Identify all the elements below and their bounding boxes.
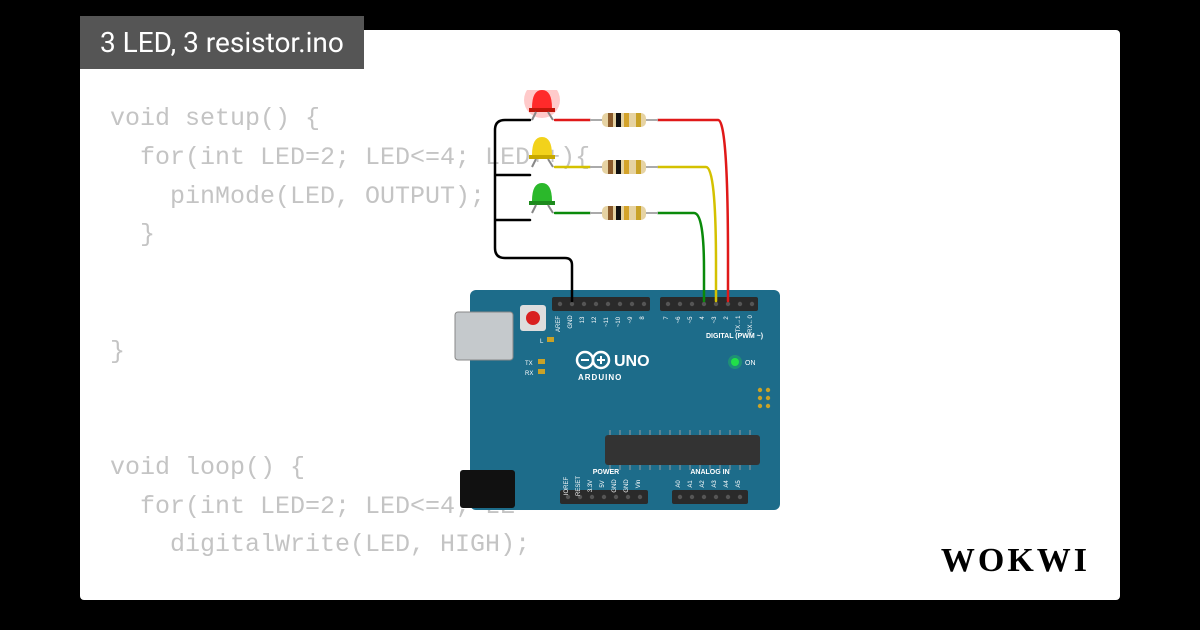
svg-text:~6: ~6	[676, 316, 682, 324]
svg-text:TX: TX	[525, 361, 533, 367]
svg-text:12: 12	[592, 316, 598, 323]
svg-text:POWER: POWER	[593, 469, 619, 476]
svg-text:~3: ~3	[712, 316, 718, 324]
resistor-green	[590, 206, 658, 220]
svg-text:RX: RX	[525, 371, 533, 377]
svg-text:GND: GND	[624, 479, 630, 493]
svg-text:ARDUINO: ARDUINO	[578, 373, 622, 382]
svg-text:GND: GND	[612, 479, 618, 493]
reset-button[interactable]	[520, 305, 546, 331]
svg-text:13: 13	[580, 316, 586, 323]
file-title: 3 LED, 3 resistor.ino	[80, 16, 364, 69]
svg-text:ANALOG IN: ANALOG IN	[690, 469, 729, 476]
svg-text:~11: ~11	[604, 316, 610, 326]
svg-text:RESET: RESET	[576, 476, 582, 496]
svg-text:A0: A0	[676, 480, 682, 488]
svg-text:A3: A3	[712, 480, 718, 488]
svg-text:~10: ~10	[616, 316, 622, 327]
svg-text:UNO: UNO	[614, 353, 650, 370]
led-yellow	[529, 137, 555, 167]
svg-text:~5: ~5	[688, 316, 694, 324]
resistor-yellow	[590, 160, 658, 174]
svg-text:DIGITAL (PWM ~): DIGITAL (PWM ~)	[706, 333, 763, 340]
resistor-red	[590, 113, 658, 127]
svg-text:TX→1: TX→1	[736, 315, 742, 333]
svg-text:~9: ~9	[628, 316, 634, 324]
led-green	[529, 183, 555, 213]
svg-text:RX←0: RX←0	[748, 315, 754, 333]
svg-text:3.3V: 3.3V	[588, 480, 594, 492]
circuit-diagram: AREF GND 13 12 ~11 ~10 ~9 8 7 ~6 ~5 4 ~3…	[410, 90, 830, 530]
arduino-uno: AREF GND 13 12 ~11 ~10 ~9 8 7 ~6 ~5 4 ~3…	[455, 290, 780, 510]
svg-text:AREF: AREF	[556, 316, 562, 332]
svg-text:A1: A1	[688, 480, 694, 488]
svg-text:Vin: Vin	[636, 480, 642, 489]
svg-text:5V: 5V	[600, 480, 606, 487]
svg-text:GND: GND	[568, 315, 574, 329]
svg-text:A5: A5	[736, 480, 742, 488]
brand-logo: WOKWI	[941, 542, 1090, 580]
svg-text:A2: A2	[700, 480, 706, 488]
svg-text:A4: A4	[724, 480, 730, 488]
svg-text:ON: ON	[745, 360, 756, 367]
svg-text:IOREF: IOREF	[564, 477, 570, 496]
led-red	[524, 90, 560, 120]
